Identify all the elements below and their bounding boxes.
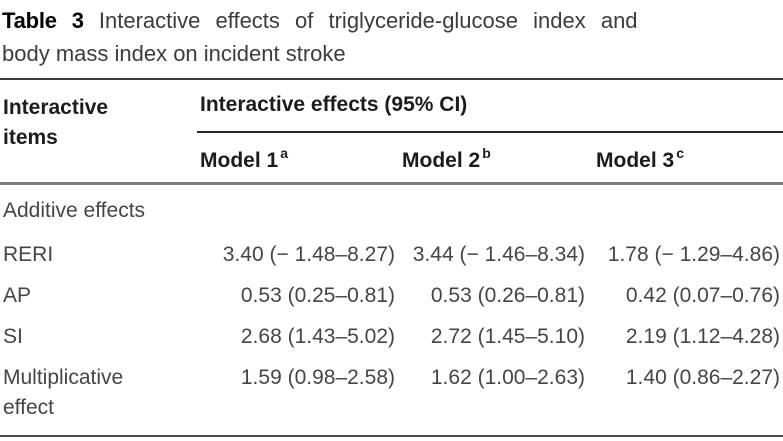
stub-header-cell: Interactive items (0, 80, 197, 182)
section-row-additive-effects: Additive effects (3, 199, 146, 222)
caption-text-line1: Interactive effects of triglyceride-gluc… (98, 8, 638, 33)
table-row-ap: AP 0.53 (0.25–0.81) 0.53 (0.26–0.81) 0.4… (0, 281, 783, 311)
stub-header-label: Interactive items (3, 96, 109, 149)
cell-model1: 1.59 (0.98–2.58) (240, 366, 395, 389)
cell-model1: 2.68 (1.43–5.02) (240, 325, 395, 348)
model-3-footnote-mark: c (676, 145, 684, 161)
row-label: SI (3, 325, 23, 348)
model-1-label: Model 1 (200, 149, 279, 172)
row-label: AP (3, 284, 32, 307)
cell-model1: 0.53 (0.25–0.81) (240, 284, 395, 307)
table-body: Additive effects RERI 3.40 (− 1.48–8.27)… (0, 185, 783, 423)
model-2-footnote-mark: b (482, 145, 491, 161)
table-number: Table 3 (2, 8, 84, 33)
model-2-label: Model 2 (402, 149, 481, 172)
caption-line1: Table 3 Interactive effects of triglycer… (2, 4, 781, 37)
table-header: Interactive items Interactive effects (9… (0, 80, 783, 185)
cell-model3: 2.19 (1.12–4.28) (625, 325, 780, 348)
table-caption: Table 3 Interactive effects of triglycer… (2, 4, 781, 70)
cell-model2: 0.53 (0.26–0.81) (430, 284, 585, 307)
bottom-rule (0, 435, 783, 437)
model-3-label: Model 3 (596, 149, 675, 172)
table-row-reri: RERI 3.40 (− 1.48–8.27) 3.44 (− 1.46–8.3… (0, 240, 783, 270)
cell-model2: 2.72 (1.45–5.10) (430, 325, 585, 348)
cell-model3: 1.78 (− 1.29–4.86) (607, 243, 780, 266)
caption-text-line2: body mass index on incident stroke (2, 41, 346, 66)
row-label-text: Multiplicative effect (3, 366, 124, 419)
cell-model2: 3.44 (− 1.46–8.34) (412, 243, 585, 266)
spanner-header: Interactive effects (95% CI) (197, 80, 783, 133)
cell-model1: 3.40 (− 1.48–8.27) (222, 243, 395, 266)
model-1-footnote-mark: a (280, 145, 288, 161)
row-label: Multiplicative effect (0, 363, 197, 423)
cell-model3: 0.42 (0.07–0.76) (625, 284, 780, 307)
table-row-multiplicative-effect: Multiplicative effect 1.59 (0.98–2.58) 1… (0, 363, 783, 423)
cell-model2: 1.62 (1.00–2.63) (430, 366, 585, 389)
table-row-si: SI 2.68 (1.43–5.02) 2.72 (1.45–5.10) 2.1… (0, 322, 783, 352)
row-label: RERI (3, 243, 54, 266)
cell-model3: 1.40 (0.86–2.27) (625, 366, 780, 389)
top-rule (0, 78, 783, 80)
